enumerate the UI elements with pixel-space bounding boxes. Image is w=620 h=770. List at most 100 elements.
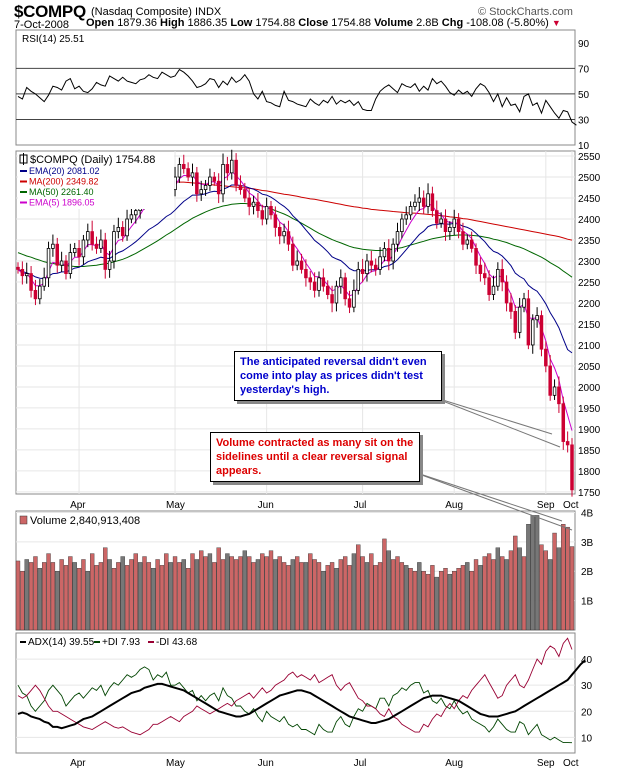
volume-bar bbox=[85, 571, 90, 631]
volume-bar bbox=[89, 553, 95, 631]
price-candle bbox=[264, 206, 269, 220]
volume-bar bbox=[155, 559, 160, 631]
volume-bar bbox=[203, 556, 208, 631]
price-candle bbox=[360, 268, 365, 274]
price-candle bbox=[535, 315, 539, 321]
watermark: © StockCharts.com bbox=[478, 6, 573, 18]
adx-legend-entry: +DI 7.93 bbox=[102, 637, 141, 648]
volume-legend: Volume 2,840,913,408 bbox=[30, 515, 140, 527]
adx-tick-label: 20 bbox=[581, 707, 593, 718]
volume-bar bbox=[133, 553, 138, 631]
price-tick-label: 2200 bbox=[578, 299, 601, 310]
rsi-tick-label: 50 bbox=[578, 90, 590, 101]
annotation-reversal: The anticipated reversal didn't even com… bbox=[234, 351, 442, 401]
price-candle bbox=[356, 268, 361, 291]
price-candle bbox=[203, 185, 208, 191]
price-legend-entry: EMA(20) 2081.02 bbox=[29, 166, 100, 176]
volume-bar bbox=[526, 524, 531, 631]
volume-bar bbox=[469, 571, 474, 631]
price-candle bbox=[561, 403, 566, 442]
volume-bar bbox=[199, 550, 204, 631]
volume-bar bbox=[181, 559, 186, 631]
price-candle bbox=[20, 268, 25, 277]
volume-bar bbox=[59, 559, 64, 631]
ema5-line bbox=[17, 170, 573, 431]
price-candle bbox=[496, 268, 500, 287]
volume-bar bbox=[404, 565, 409, 631]
price-candle bbox=[325, 285, 330, 295]
price-legend-entry: EMA(5) 1896.05 bbox=[29, 198, 95, 208]
price-candle bbox=[526, 298, 531, 346]
price-candle bbox=[517, 306, 522, 333]
volume-bar bbox=[521, 556, 527, 631]
volume-bar bbox=[425, 573, 431, 631]
volume-bar bbox=[76, 568, 82, 631]
volume-bar bbox=[299, 562, 304, 631]
symbol-name: (Nasdaq Composite) INDX bbox=[91, 6, 221, 18]
volume-bar bbox=[225, 553, 230, 631]
price-candle bbox=[208, 176, 212, 186]
price-candle bbox=[522, 298, 526, 308]
x-month-label: Aug bbox=[445, 500, 463, 511]
rsi-tick-label: 30 bbox=[578, 115, 590, 126]
price-candle bbox=[273, 214, 278, 228]
annotation-volume: Volume contracted as many sit on the sid… bbox=[210, 432, 420, 482]
price-candle bbox=[439, 218, 443, 224]
volume-bar bbox=[185, 568, 191, 631]
volume-bar bbox=[63, 565, 69, 631]
adx-label-bg bbox=[18, 635, 232, 647]
price-candle bbox=[544, 348, 548, 367]
volume-bar bbox=[242, 550, 247, 631]
price-candle bbox=[125, 218, 129, 237]
volume-bar bbox=[98, 562, 104, 631]
price-candle bbox=[465, 239, 470, 245]
volume-bar bbox=[260, 553, 265, 631]
volume-bar bbox=[28, 562, 34, 631]
volume-bar bbox=[556, 547, 562, 631]
price-candle bbox=[299, 260, 304, 270]
price-candle bbox=[548, 365, 552, 396]
volume-bar bbox=[111, 568, 117, 631]
price-candle bbox=[443, 218, 448, 233]
volume-bar bbox=[238, 556, 243, 631]
price-candle bbox=[474, 248, 478, 266]
volume-bar bbox=[116, 562, 121, 631]
price-legend-title: $COMPQ (Daily) 1754.88 bbox=[30, 154, 155, 166]
volume-tick-label: 3B bbox=[581, 538, 594, 549]
volume-bar bbox=[347, 565, 352, 631]
price-candle bbox=[430, 193, 435, 212]
volume-bar bbox=[268, 550, 274, 631]
volume-bar bbox=[373, 565, 378, 631]
price-candle bbox=[291, 243, 295, 266]
price-candle bbox=[404, 214, 408, 220]
volume-bar bbox=[233, 559, 239, 631]
price-candle bbox=[72, 248, 77, 253]
volume-bar bbox=[129, 559, 134, 631]
volume-bar bbox=[412, 571, 418, 631]
volume-bar bbox=[351, 553, 357, 631]
price-candle bbox=[247, 197, 251, 207]
price-candle bbox=[387, 248, 391, 262]
price-tick-label: 1750 bbox=[578, 488, 601, 499]
volume-bar bbox=[447, 573, 453, 631]
price-candle bbox=[483, 273, 487, 279]
high-label: High bbox=[160, 17, 185, 29]
volume-bar bbox=[430, 565, 435, 631]
volume-bar bbox=[216, 547, 221, 631]
price-candle bbox=[487, 277, 491, 295]
change-label: Chg bbox=[441, 17, 464, 29]
volume-bar bbox=[399, 562, 405, 631]
price-tick-label: 1950 bbox=[578, 404, 601, 415]
price-tick-label: 2250 bbox=[578, 278, 601, 289]
volume-tick-label: 4B bbox=[581, 508, 594, 519]
price-candle bbox=[86, 231, 90, 241]
open-value: 1879.36 bbox=[117, 17, 157, 29]
volume-bar bbox=[338, 559, 343, 631]
volume-tick-label: 1B bbox=[581, 597, 594, 608]
price-candle bbox=[504, 281, 509, 304]
volume-bar bbox=[68, 556, 73, 631]
price-candle bbox=[234, 159, 238, 186]
price-candle bbox=[269, 206, 273, 216]
price-candle bbox=[120, 227, 125, 237]
